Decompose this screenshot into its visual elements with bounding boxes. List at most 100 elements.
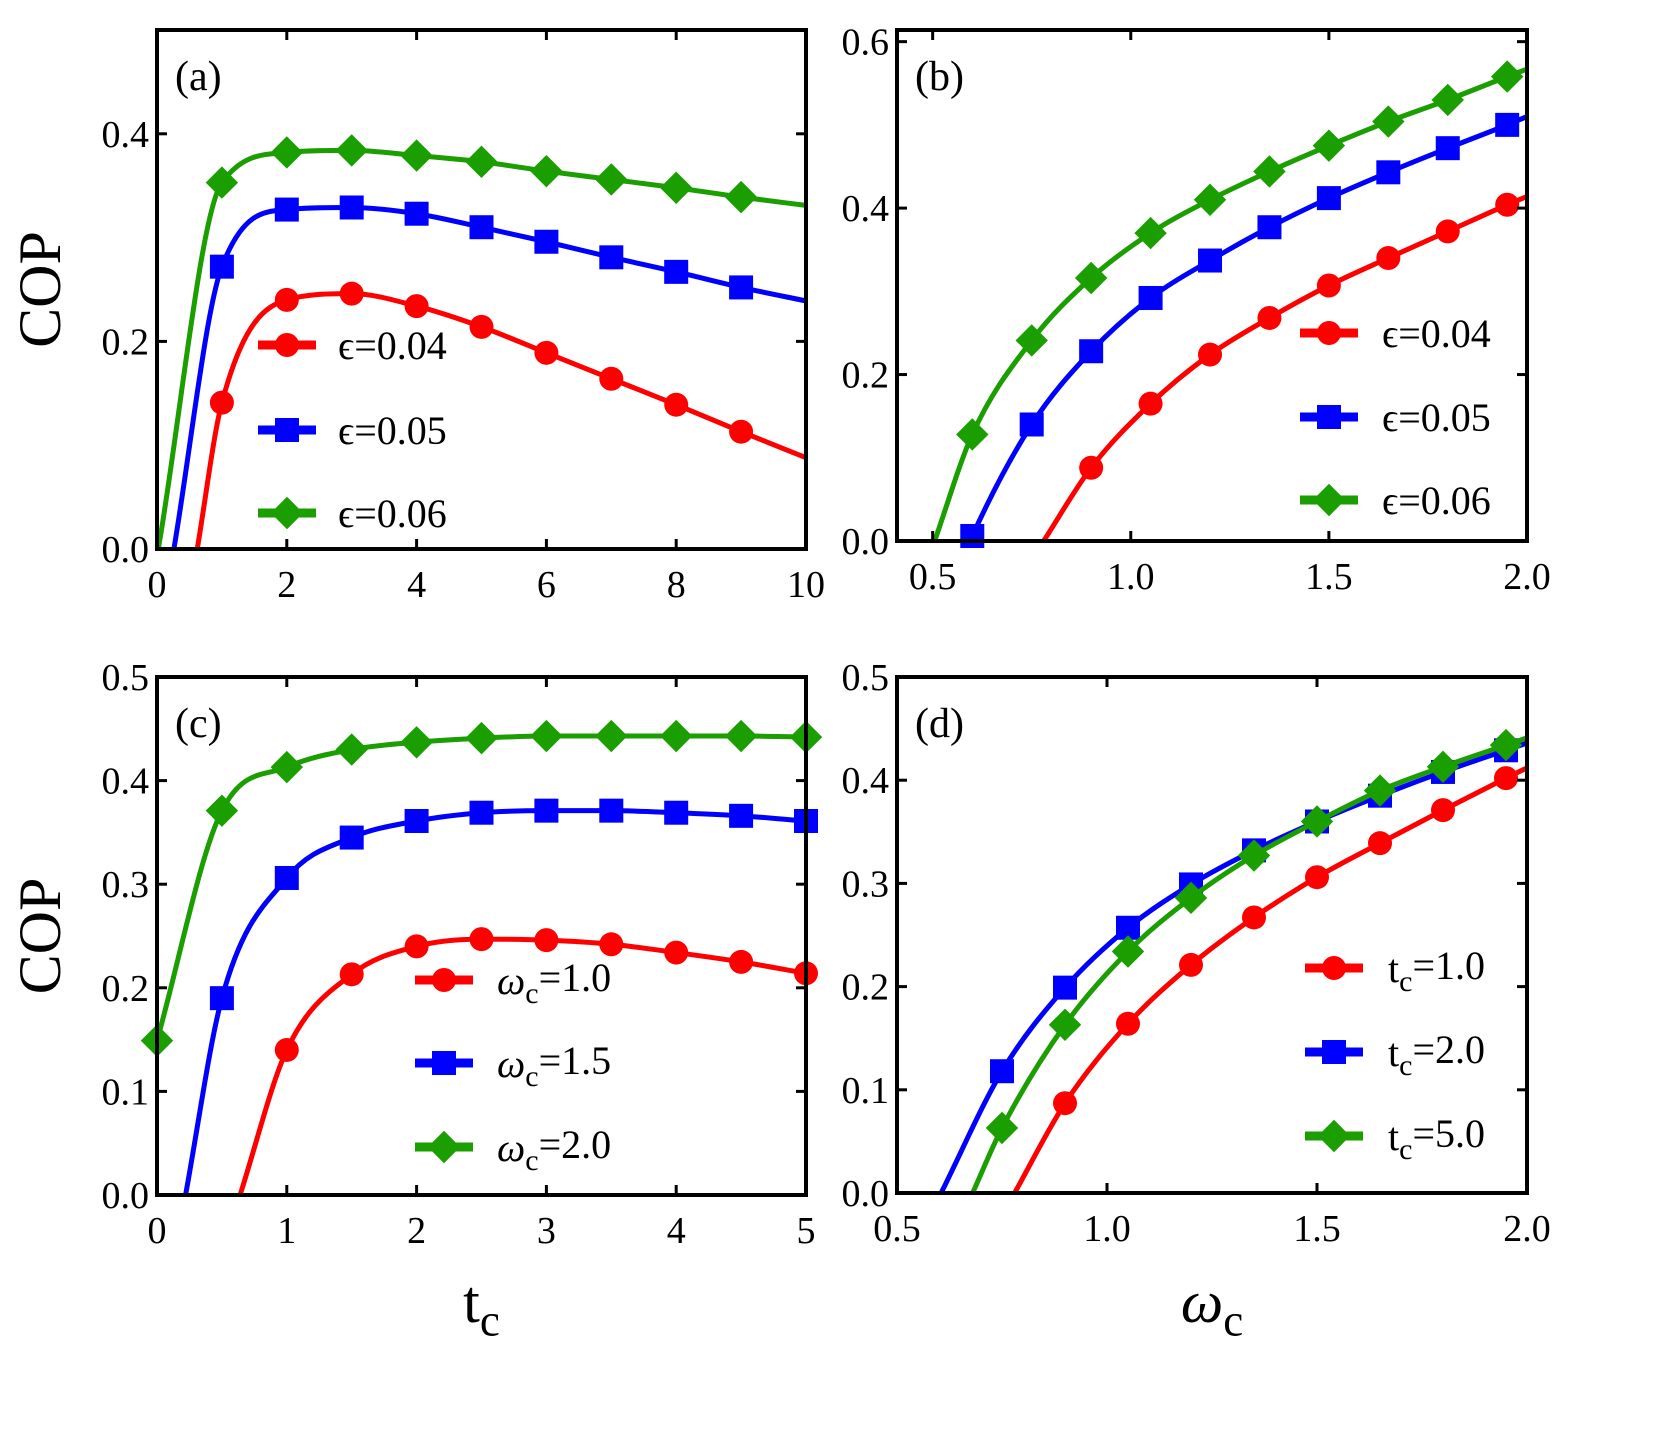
- data-point-diamond: [1015, 324, 1048, 357]
- x-tick-label: 0.5: [909, 556, 957, 598]
- data-point-square: [960, 524, 985, 549]
- data-point-diamond: [724, 719, 758, 753]
- x-tick-label: 1.0: [1107, 556, 1155, 598]
- data-point-diamond: [956, 418, 989, 451]
- y-tick-label: 0.6: [842, 22, 890, 64]
- x-tick-label: 3: [537, 1210, 556, 1252]
- data-point-square: [274, 865, 299, 890]
- data-point-circle: [1431, 798, 1455, 823]
- y-tick-label: 0.4: [102, 761, 150, 803]
- data-point-square: [534, 798, 559, 823]
- data-point-square: [404, 809, 429, 834]
- legend-label: ϵ=0.06: [1382, 478, 1491, 523]
- data-point-diamond: [1363, 774, 1397, 807]
- data-point-diamond: [1074, 261, 1108, 295]
- data-point-diamond: [1134, 216, 1167, 250]
- data-point-square: [404, 201, 429, 226]
- y-tick-label: 0.5: [102, 657, 150, 699]
- data-point-circle: [469, 927, 494, 952]
- data-point-diamond: [465, 721, 498, 755]
- data-point-circle: [1198, 342, 1223, 367]
- x-tick-label: 10: [787, 564, 825, 606]
- data-point-circle: [209, 390, 234, 415]
- data-point-diamond: [1489, 728, 1523, 762]
- data-point-diamond: [724, 180, 758, 214]
- y-tick-label: 0.2: [842, 355, 890, 397]
- data-point-diamond: [1372, 105, 1405, 138]
- data-point-circle: [1053, 1091, 1077, 1116]
- data-point-diamond: [335, 134, 368, 167]
- data-point-diamond: [530, 154, 563, 188]
- legend-marker-square: [1322, 1040, 1346, 1064]
- data-point-square: [1053, 975, 1077, 1000]
- data-point-diamond: [660, 171, 693, 204]
- data-point-circle: [1242, 905, 1266, 930]
- x-tick-label: 0.5: [873, 1208, 921, 1250]
- legend-marker-square: [432, 1051, 456, 1075]
- y-tick-label: 0.0: [102, 529, 150, 571]
- series-line: [157, 147, 806, 549]
- data-point-diamond: [400, 726, 433, 759]
- x-tick-label: 1.5: [1305, 556, 1353, 598]
- data-point-diamond: [1111, 935, 1145, 968]
- data-point-circle: [1368, 831, 1392, 856]
- legend-label: tc=2.0: [1388, 1027, 1485, 1082]
- data-point-square: [729, 275, 754, 300]
- legend-marker-diamond: [270, 496, 304, 530]
- legend-marker-circle: [275, 333, 299, 357]
- data-point-circle: [729, 419, 754, 444]
- data-point-square: [469, 800, 494, 825]
- y-tick-label: 0.1: [102, 1071, 150, 1113]
- legend-label: ωc=1.5: [497, 1038, 611, 1093]
- data-point-diamond: [465, 145, 498, 179]
- data-point-circle: [599, 366, 624, 391]
- data-point-square: [1495, 112, 1520, 137]
- data-point-diamond: [400, 139, 433, 172]
- x-tick-label: 1.0: [1083, 1208, 1131, 1250]
- x-tick-label: 8: [667, 564, 686, 606]
- data-point-square: [1435, 136, 1460, 161]
- data-point-diamond: [1312, 129, 1346, 162]
- y-tick-label: 0.4: [102, 114, 150, 156]
- data-point-square: [1138, 285, 1163, 310]
- data-point-circle: [729, 949, 754, 974]
- x-tick-label: 4: [667, 1210, 686, 1252]
- data-point-circle: [1435, 219, 1460, 244]
- x-tick-label: 6: [537, 564, 556, 606]
- y-tick-label: 0.2: [102, 321, 150, 363]
- panel-d: tc=1.0 tc=2.0 tc=5.0 0.5 1.0 1.5 2.0 0.0 0.1 0.2 0…: [842, 657, 1551, 1346]
- y-tick-label: 0.0: [842, 521, 890, 563]
- data-point-diamond: [1174, 881, 1208, 915]
- data-point-circle: [274, 287, 299, 312]
- data-point-square: [1019, 412, 1044, 437]
- data-point-diamond: [1237, 839, 1271, 872]
- data-point-diamond: [335, 733, 368, 766]
- panel-label: (c): [175, 701, 222, 747]
- data-point-circle: [599, 932, 624, 957]
- series-line: [1041, 194, 1527, 541]
- legend-marker-circle: [1317, 321, 1341, 345]
- panel-a: ϵ=0.04 ϵ=0.05 ϵ=0.06 0 2 4 6 8 10 0.0 0.2 0.4 (a) COP: [7, 28, 825, 606]
- y-tick-label: 0.0: [102, 1175, 150, 1217]
- data-point-circle: [534, 928, 559, 953]
- data-point-square: [209, 986, 234, 1011]
- legend-label: ϵ=0.06: [338, 491, 447, 536]
- data-point-square: [664, 259, 689, 284]
- x-tick-label: 0: [148, 1210, 167, 1252]
- plot-frame: [155, 28, 808, 551]
- x-tick-label: 2.0: [1503, 1208, 1551, 1250]
- data-point-circle: [1376, 246, 1401, 271]
- legend-label: ϵ=0.04: [338, 323, 447, 368]
- data-point-square: [1376, 160, 1401, 185]
- panel-label: (d): [915, 701, 964, 747]
- y-tick-label: 0.4: [842, 760, 890, 802]
- plot-frame: [895, 28, 1529, 543]
- data-point-diamond: [985, 1111, 1019, 1145]
- x-tick-label: 2: [407, 1210, 426, 1252]
- data-point-square: [1316, 186, 1341, 211]
- panel-c: ωc=1.0 ωc=1.5 ωc=2.0 0 1 2 3 4 5 0.0 0.1 0.2 0.3 0.4 0…: [7, 657, 823, 1346]
- legend-label: ϵ=0.05: [338, 408, 447, 453]
- legend-label: ωc=1.0: [497, 955, 611, 1010]
- data-point-circle: [1494, 766, 1518, 791]
- x-axis-label: tc: [463, 1269, 500, 1346]
